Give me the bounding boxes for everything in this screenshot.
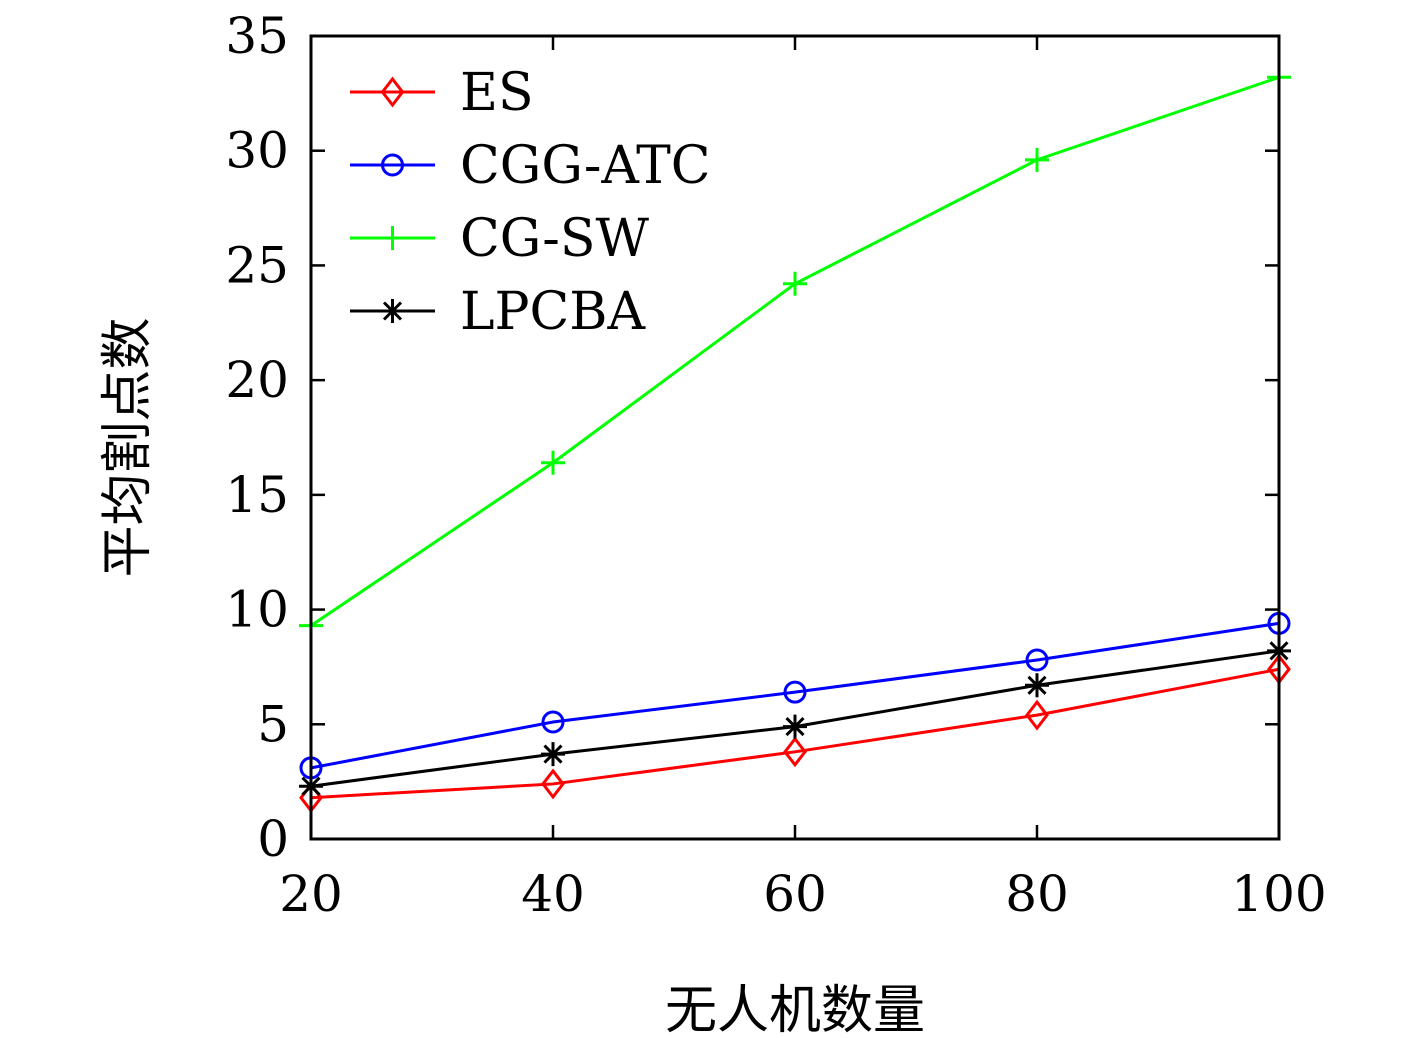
x-tick-label: 60 bbox=[763, 865, 827, 923]
series-lpcba bbox=[299, 638, 1291, 799]
x-tick-label: 80 bbox=[1005, 865, 1069, 923]
y-tick-label: 20 bbox=[225, 351, 289, 409]
y-tick-label: 0 bbox=[257, 810, 289, 868]
data-point bbox=[541, 742, 565, 767]
legend: ES CGG-ATC CG-SW LPCBA bbox=[350, 63, 711, 342]
series-line bbox=[310, 621, 1280, 770]
data-point bbox=[541, 768, 565, 800]
legend-label: ES bbox=[460, 63, 534, 123]
y-tick-label: 5 bbox=[257, 695, 289, 753]
y-tick-label: 10 bbox=[225, 581, 289, 639]
legend-marker bbox=[380, 299, 405, 323]
x-tick-label: 20 bbox=[279, 865, 343, 923]
legend-item: CGG-ATC bbox=[350, 136, 711, 196]
y-tick-label: 15 bbox=[225, 466, 289, 524]
legend-item: LPCBA bbox=[350, 282, 647, 342]
legend-marker bbox=[381, 153, 404, 177]
data-point bbox=[1025, 673, 1049, 698]
legend-label: LPCBA bbox=[460, 282, 647, 342]
data-point bbox=[783, 736, 807, 768]
data-point bbox=[541, 450, 565, 475]
data-point bbox=[783, 271, 807, 296]
legend-item: CG-SW bbox=[350, 209, 649, 269]
series-line bbox=[310, 75, 1280, 627]
data-point bbox=[1025, 699, 1049, 731]
x-axis-title: 无人机数量 bbox=[665, 981, 925, 1038]
legend-marker bbox=[380, 76, 405, 108]
x-tick-label: 40 bbox=[521, 865, 585, 923]
data-point bbox=[1025, 147, 1049, 172]
legend-label: CG-SW bbox=[460, 209, 649, 269]
legend-marker bbox=[380, 226, 405, 250]
y-tick-label: 35 bbox=[225, 7, 289, 65]
data-point bbox=[783, 680, 807, 704]
legend-item: ES bbox=[350, 63, 534, 123]
data-point bbox=[541, 710, 565, 734]
axis-ticks: 20 40 60 80 100 0 5 10 15 20 25 30 35 bbox=[225, 7, 1326, 923]
data-point bbox=[783, 714, 807, 739]
y-tick-label: 25 bbox=[225, 236, 289, 294]
y-tick-label: 30 bbox=[225, 122, 289, 180]
legend-label: CGG-ATC bbox=[460, 136, 711, 196]
series-line bbox=[310, 667, 1280, 800]
x-tick-label: 100 bbox=[1231, 865, 1326, 923]
plot-series bbox=[299, 65, 1291, 814]
data-point bbox=[1025, 648, 1049, 672]
plot-frame bbox=[309, 34, 1281, 841]
y-axis-title: 平均割点数 bbox=[98, 317, 158, 577]
series-cg-sw bbox=[299, 65, 1291, 638]
